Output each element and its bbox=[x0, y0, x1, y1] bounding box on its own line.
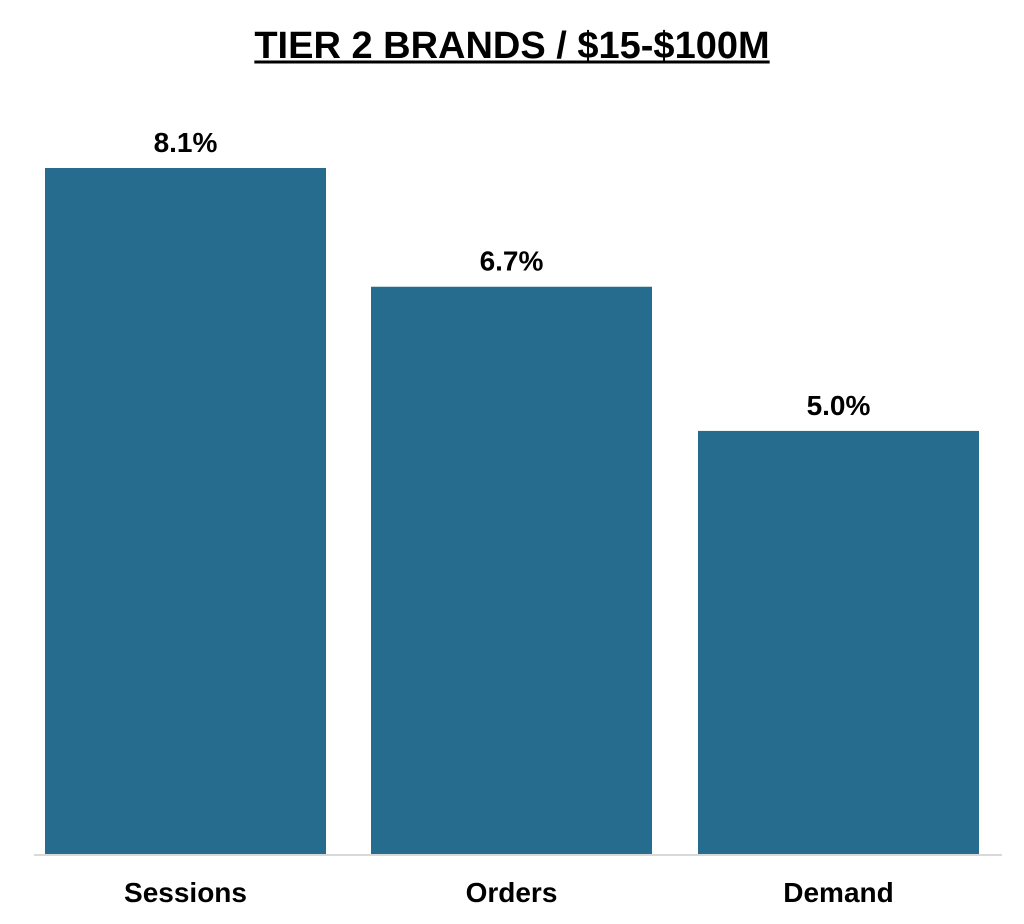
chart-title: TIER 2 BRANDS / $15-$100M bbox=[254, 25, 769, 67]
bars-group bbox=[45, 168, 979, 856]
data-label-orders: 6.7% bbox=[480, 246, 544, 277]
bar-demand bbox=[698, 430, 979, 855]
x-tick-label-sessions: Sessions bbox=[124, 877, 247, 908]
data-label-demand: 5.0% bbox=[807, 390, 871, 421]
x-axis-tick-labels: Sessions Orders Demand bbox=[124, 877, 894, 908]
bar-sessions bbox=[45, 168, 326, 855]
x-tick-label-demand: Demand bbox=[783, 877, 893, 908]
x-tick-label-orders: Orders bbox=[466, 877, 558, 908]
bar-orders bbox=[371, 286, 652, 856]
data-label-sessions: 8.1% bbox=[154, 127, 218, 158]
data-labels-group: 8.1% 6.7% 5.0% bbox=[154, 127, 871, 421]
